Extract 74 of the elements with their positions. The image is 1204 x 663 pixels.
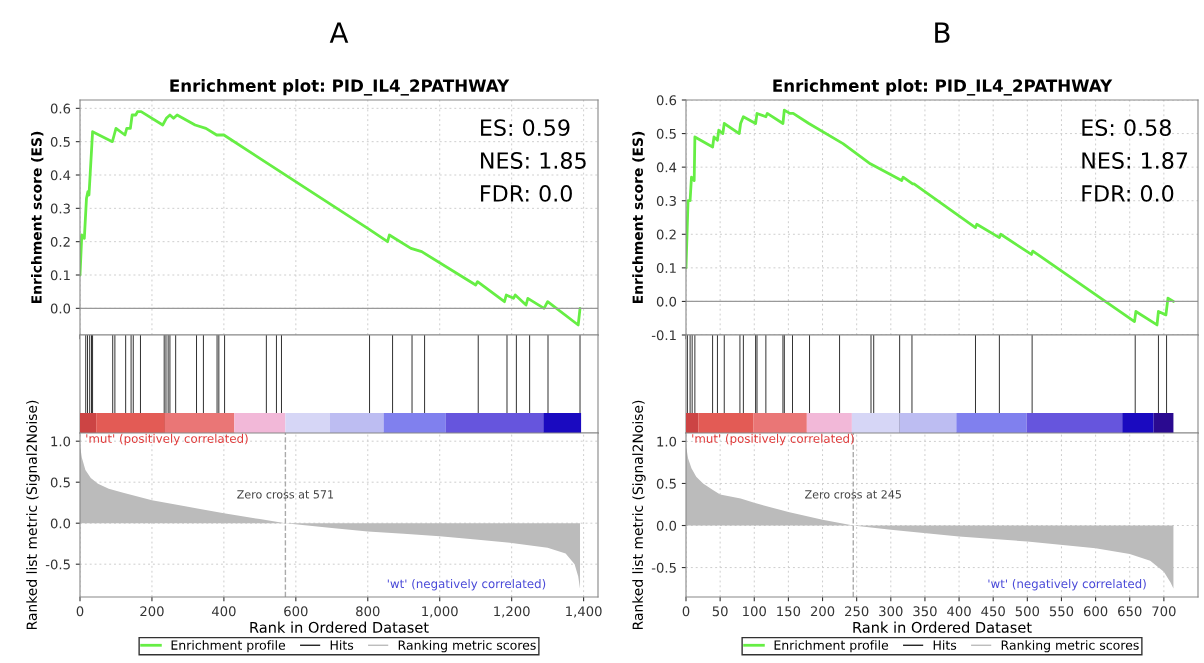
- x-axis-title: Rank in Ordered Dataset: [853, 621, 1032, 633]
- x-tick-label: 600: [1083, 606, 1108, 617]
- y-tick-label: 0.5: [656, 128, 676, 139]
- x-tick-label: 600: [284, 606, 308, 617]
- y-tick-label: 1.0: [51, 436, 71, 447]
- x-tick-label: 150: [777, 606, 801, 617]
- x-tick-label: 0: [682, 606, 690, 617]
- x-tick-label: 100: [743, 606, 766, 617]
- x-tick-label: 800: [356, 606, 380, 617]
- x-tick-label: 50: [712, 606, 728, 617]
- x-tick-label: 500: [1015, 606, 1040, 617]
- y-tick-label: 1.0: [657, 436, 677, 447]
- annotation: NES: 1.87: [1082, 152, 1188, 169]
- y-tick-label: 0.1: [656, 263, 676, 274]
- y-tick-label: 0.2: [50, 236, 70, 247]
- legend-label: Hits: [933, 640, 957, 650]
- annotation: 'mut' (positively correlated): [86, 433, 248, 446]
- ref-line-label: Zero cross at 571: [237, 490, 334, 499]
- y-tick-label: 0.4: [50, 170, 71, 181]
- y-tick-label: 0.2: [656, 229, 676, 240]
- x-tick-label: 1,400: [566, 606, 602, 618]
- y-tick-label: 0.1: [50, 270, 70, 281]
- annotation: FDR: 0.0: [481, 184, 572, 202]
- annotation: 'mut' (positively correlated): [692, 433, 854, 446]
- legend-label: Ranking metric scores: [398, 640, 536, 653]
- x-tick-label: 550: [1049, 606, 1074, 617]
- y-tick-label: 0.0: [50, 518, 71, 529]
- legend-label: Enrichment profile: [171, 640, 286, 653]
- annotation: NES: 1.85: [481, 152, 586, 169]
- legend-label: Ranking metric scores: [1001, 640, 1139, 653]
- y-tick-label: 0.3: [656, 195, 676, 206]
- annotation: 'wt' (negatively correlated): [387, 579, 546, 591]
- ref-line-label: Zero cross at 245: [805, 490, 901, 499]
- y-tick-label: 0.0: [50, 303, 71, 314]
- x-tick-label: 650: [1118, 606, 1142, 617]
- chart-title: B: [935, 22, 950, 43]
- y-tick-label: 0.0: [656, 520, 677, 531]
- legend-label: Enrichment profile: [774, 640, 889, 653]
- y-tick-label: -0.5: [651, 562, 676, 573]
- y-tick-label: 0.5: [50, 477, 70, 488]
- y-tick-label: 0.6: [50, 103, 71, 114]
- annotation: ES: 0.59: [481, 119, 570, 136]
- x-tick-label: 700: [1152, 606, 1176, 617]
- x-tick-label: 400: [211, 606, 236, 617]
- y-tick-label: -0.5: [45, 559, 70, 570]
- x-tick-label: 200: [810, 606, 835, 617]
- chart-title: A: [329, 22, 349, 43]
- x-tick-label: 450: [981, 606, 1005, 617]
- y-tick-label: -0.1: [651, 330, 676, 341]
- x-tick-label: 0: [76, 606, 84, 617]
- annotation: ES: 0.58: [1082, 119, 1171, 136]
- y-tick-label: 0.4: [656, 162, 677, 173]
- y-tick-label: 0.5: [656, 478, 676, 489]
- x-tick-label: 1,200: [494, 606, 530, 618]
- annotation: FDR: 0.0: [1082, 184, 1174, 202]
- chart-subtitle: Enrichment plot: PID_IL4_2PATHWAY: [773, 79, 1113, 96]
- y-tick-label: 0.0: [656, 296, 677, 307]
- y-axis-title: Enrichment score (ES): [30, 131, 44, 304]
- legend-label: Hits: [330, 640, 354, 650]
- x-tick-label: 400: [947, 606, 971, 617]
- chart-subtitle: Enrichment plot: PID_IL4_2PATHWAY: [170, 79, 510, 96]
- x-tick-label: 250: [845, 606, 869, 617]
- y-axis-title: Enrichment score (ES): [632, 131, 645, 304]
- y-tick-label: 0.6: [656, 95, 677, 106]
- x-tick-label: 300: [879, 606, 903, 617]
- annotation: 'wt' (negatively correlated): [988, 579, 1146, 591]
- y-tick-label: 0.5: [50, 136, 70, 147]
- x-tick-label: 350: [913, 606, 937, 617]
- y-tick-label: 0.3: [50, 203, 70, 214]
- y-axis-title: Ranked list metric (Signal2Noise): [26, 400, 40, 630]
- x-tick-label: 200: [140, 606, 164, 617]
- x-axis-title: Rank in Ordered Dataset: [250, 621, 429, 633]
- x-tick-label: 1,000: [422, 606, 458, 618]
- y-axis-title: Ranked list metric (Signal2Noise): [632, 400, 646, 630]
